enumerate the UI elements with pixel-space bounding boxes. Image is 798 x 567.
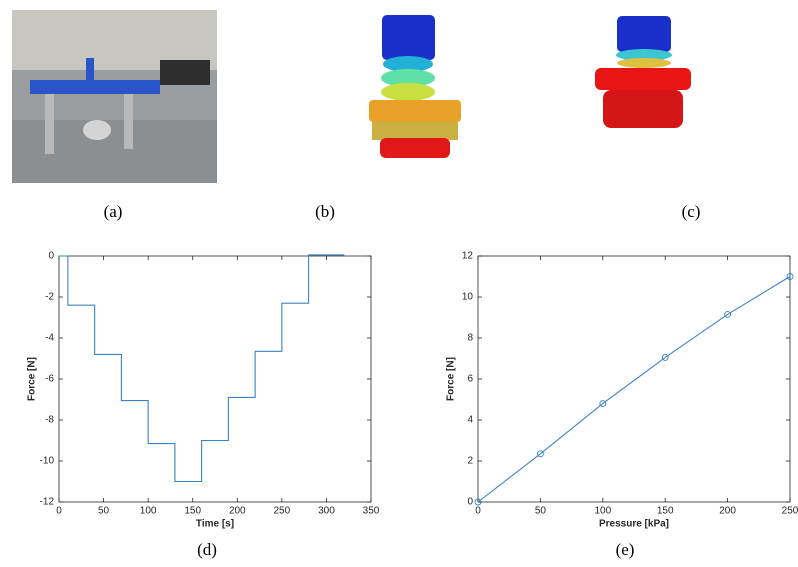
x-tick-label: 350 [363, 506, 380, 517]
panel-label: (c) [682, 202, 701, 221]
y-tick-label: 12 [462, 251, 474, 262]
x-axis-label: Pressure [kPa] [599, 519, 669, 530]
y-tick-label: 0 [48, 251, 54, 262]
x-tick-label: 200 [719, 506, 736, 517]
x-tick-label: 150 [657, 506, 674, 517]
x-axis-label: Time [s] [196, 519, 234, 530]
y-tick-label: -10 [40, 456, 55, 467]
x-tick-label: 100 [594, 506, 611, 517]
panel-label: (d) [197, 540, 217, 559]
y-tick-label: -4 [45, 333, 54, 344]
y-tick-label: 6 [467, 374, 473, 385]
y-tick-label: 4 [467, 415, 473, 426]
x-tick-label: 0 [56, 506, 62, 517]
x-tick-label: 100 [140, 506, 157, 517]
simulation-render [595, 16, 691, 128]
y-tick-label: 8 [467, 333, 473, 344]
plot-area [478, 256, 790, 502]
plot-area [59, 256, 371, 502]
y-axis-label: Force [N] [446, 357, 457, 401]
y-axis-label: Force [N] [27, 357, 38, 401]
panel-label: (a) [104, 202, 123, 221]
x-tick-label: 150 [184, 506, 201, 517]
y-tick-label: -8 [45, 415, 54, 426]
simulation-render [369, 15, 461, 158]
x-tick-label: 50 [98, 506, 110, 517]
x-tick-label: 300 [318, 506, 335, 517]
panel-label: (e) [616, 540, 635, 559]
x-tick-label: 0 [475, 506, 481, 517]
y-tick-label: 0 [467, 497, 473, 508]
y-tick-label: -2 [45, 292, 54, 303]
x-tick-label: 50 [535, 506, 547, 517]
x-tick-label: 250 [782, 506, 798, 517]
y-tick-label: 2 [467, 456, 473, 467]
figure: (a) (b) (c) (d) (e) 05010015020025030035… [0, 0, 798, 567]
x-tick-label: 200 [229, 506, 246, 517]
y-tick-label: -6 [45, 374, 54, 385]
x-tick-label: 250 [274, 506, 291, 517]
panel-label: (b) [315, 202, 335, 221]
photo [12, 10, 217, 183]
y-tick-label: -12 [40, 497, 55, 508]
y-tick-label: 10 [462, 292, 474, 303]
